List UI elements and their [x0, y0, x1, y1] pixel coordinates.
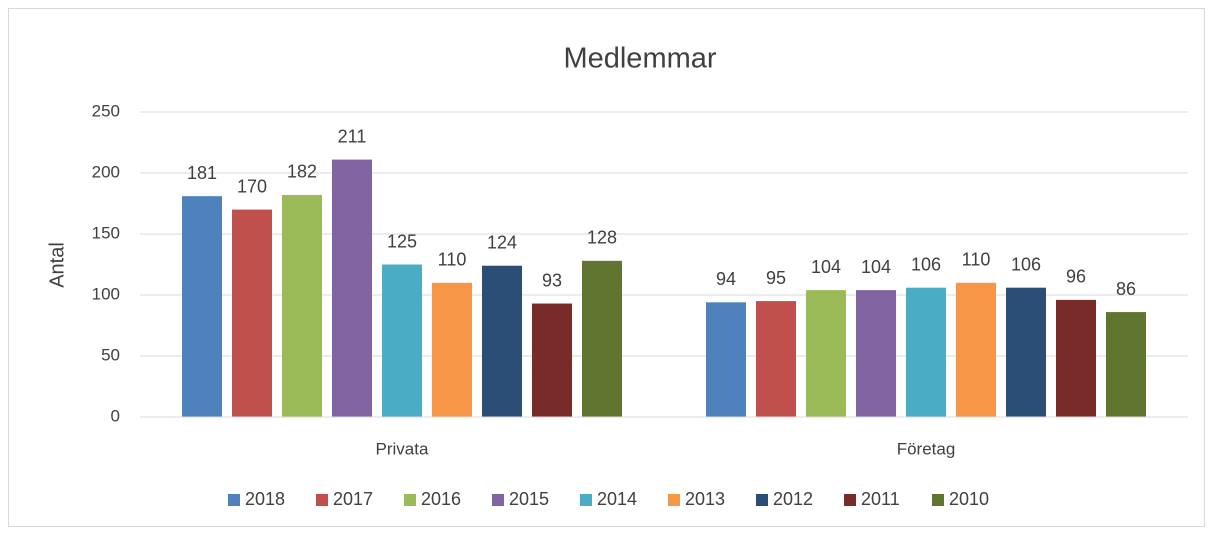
bar: [906, 287, 946, 417]
data-label: 86: [1116, 279, 1136, 299]
data-label: 104: [811, 257, 841, 277]
bar: [856, 290, 896, 417]
x-tick-label: Företag: [897, 439, 956, 458]
legend-swatch: [404, 494, 416, 506]
legend-label: 2017: [333, 489, 373, 509]
bar: [1056, 299, 1096, 417]
bar: [182, 196, 222, 417]
y-tick-label: 50: [101, 345, 120, 364]
legend-label: 2016: [421, 489, 461, 509]
legend-label: 2014: [597, 489, 637, 509]
legend-label: 2015: [509, 489, 549, 509]
data-label: 93: [542, 270, 562, 290]
data-label: 106: [911, 254, 941, 274]
legend-swatch: [228, 494, 240, 506]
data-label: 96: [1066, 267, 1086, 287]
data-label: 170: [237, 176, 267, 196]
data-label: 110: [962, 250, 991, 270]
legend-swatch: [580, 494, 592, 506]
x-tick-label: Privata: [376, 439, 429, 458]
legend-label: 2010: [949, 489, 989, 509]
bar: [282, 194, 322, 417]
bar: [956, 282, 996, 417]
data-label: 124: [487, 232, 517, 252]
bar: [482, 265, 522, 417]
y-tick-label: 150: [92, 223, 120, 242]
data-label: 95: [766, 268, 786, 288]
y-tick-label: 100: [92, 284, 120, 303]
bar: [232, 209, 272, 417]
data-label: 128: [587, 228, 617, 248]
legend-label: 2013: [685, 489, 725, 509]
data-label: 106: [1011, 254, 1041, 274]
data-label: 181: [187, 163, 217, 183]
chart-title: Medlemmar: [563, 43, 716, 75]
legend-swatch: [492, 494, 504, 506]
legend-label: 2018: [245, 489, 285, 509]
data-label: 182: [287, 162, 317, 182]
bar: [582, 260, 622, 417]
legend-label: 2012: [773, 489, 813, 509]
legend-swatch: [756, 494, 768, 506]
bar: [1106, 312, 1146, 417]
bar: [332, 159, 372, 417]
y-axis-label: Antal: [46, 242, 68, 288]
data-label: 125: [387, 231, 417, 251]
data-label: 110: [438, 250, 467, 270]
y-tick-label: 0: [111, 406, 120, 425]
legend-swatch: [932, 494, 944, 506]
data-label: 211: [338, 126, 367, 146]
bar: [806, 290, 846, 417]
bar: [532, 303, 572, 417]
legend-swatch: [844, 494, 856, 506]
legend-label: 2011: [861, 489, 900, 509]
bar: [756, 301, 796, 417]
data-label: 104: [861, 257, 891, 277]
legend-swatch: [316, 494, 328, 506]
bar: [706, 302, 746, 417]
y-tick-label: 200: [92, 162, 120, 181]
bar: [1006, 287, 1046, 417]
bar: [382, 264, 422, 417]
bar: [432, 282, 472, 417]
y-tick-label: 250: [92, 101, 120, 120]
data-label: 94: [716, 269, 736, 289]
legend-swatch: [668, 494, 680, 506]
